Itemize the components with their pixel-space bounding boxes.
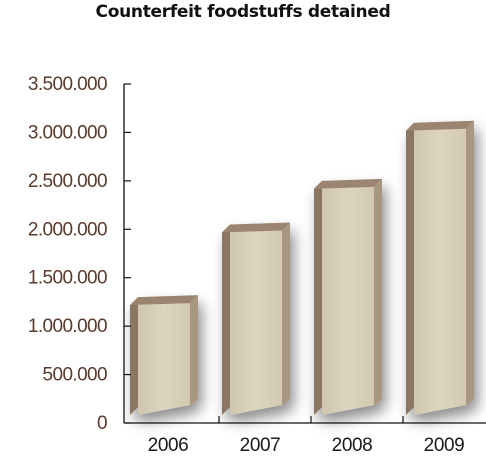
bar-top-face — [222, 222, 290, 233]
bar-side-face — [130, 297, 138, 415]
bar-rim-face — [190, 295, 198, 405]
y-tick-label: 1.500.000 — [28, 268, 107, 289]
chart-title: Counterfeit foodstuffs detained — [95, 2, 391, 22]
x-tick-label: 2008 — [332, 435, 373, 456]
bar — [130, 295, 198, 415]
x-tick-label: 2007 — [240, 435, 281, 456]
bar-rim-face — [282, 222, 290, 405]
y-tick-label: 2.000.000 — [28, 219, 107, 240]
bar-top-face — [314, 178, 382, 189]
y-tick-label: 0 — [97, 413, 107, 434]
bar — [314, 178, 382, 415]
y-tick-label: 3.000.000 — [28, 122, 107, 143]
bar-rim-face — [466, 120, 474, 405]
y-tick-label: 500.000 — [43, 365, 108, 386]
bar-side-face — [406, 122, 414, 415]
x-axis-tick-labels: 2006 2007 2008 2009 — [148, 435, 465, 456]
bar-rim-face — [374, 178, 382, 405]
bar-side-face — [222, 224, 230, 415]
y-tick-label: 1.000.000 — [28, 316, 107, 337]
y-axis-tick-labels: 0 500.000 1.000.000 1.500.000 2.000.000 2.500… — [28, 74, 108, 434]
axis-layer — [123, 83, 486, 424]
bar-front-face — [138, 303, 190, 415]
bar — [406, 120, 474, 415]
bar-side-face — [314, 180, 322, 415]
bar-top-face — [130, 295, 198, 306]
x-tick-label: 2006 — [148, 435, 189, 456]
y-tick-label: 2.500.000 — [28, 171, 107, 192]
bars-layer — [130, 120, 474, 415]
bar-front-face — [230, 230, 282, 415]
x-tick-label: 2009 — [424, 435, 465, 456]
bar-front-face — [322, 186, 374, 415]
bar — [222, 222, 290, 415]
bar-front-face — [414, 128, 466, 415]
bar-top-face — [406, 120, 474, 131]
y-tick-label: 3.500.000 — [28, 74, 107, 95]
